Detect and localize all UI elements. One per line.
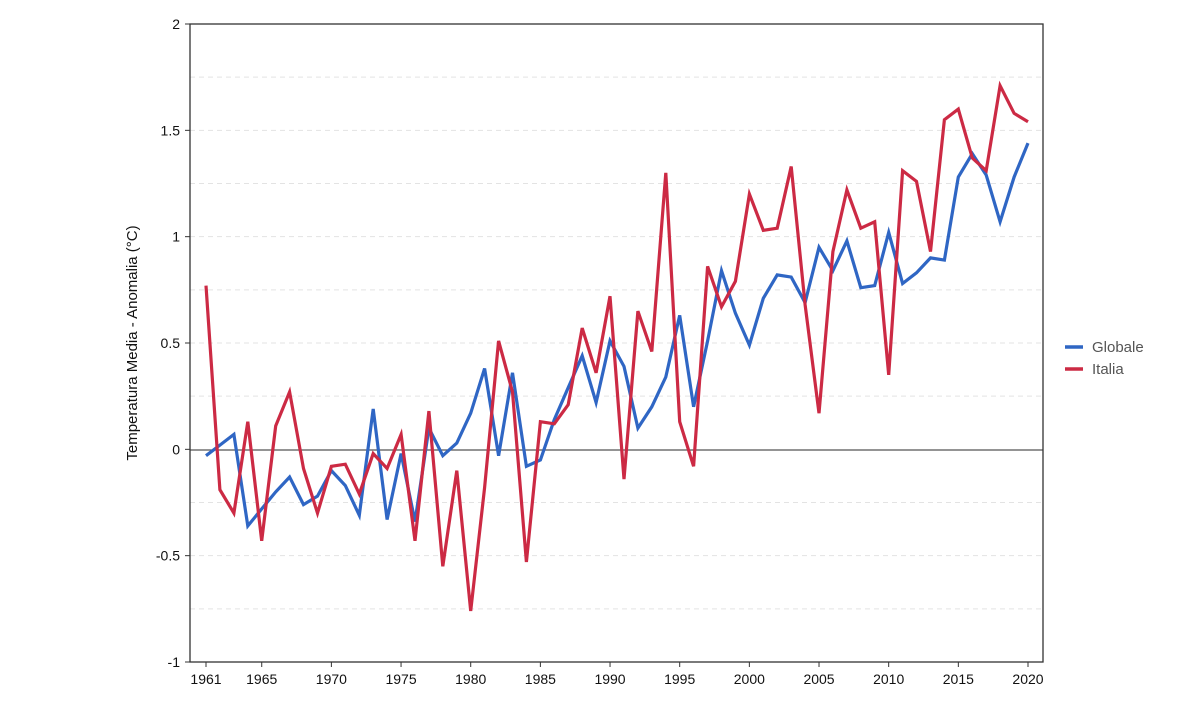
y-tick-label: 0.5 [161, 335, 181, 351]
y-tick-label: 2 [172, 16, 180, 32]
legend: Globale Italia [1065, 339, 1144, 378]
x-tick-label: 1961 [190, 671, 221, 687]
x-tick-label: 2005 [803, 671, 834, 687]
x-tick-label: 2015 [943, 671, 974, 687]
x-tick-label: 1990 [594, 671, 625, 687]
x-tick-label: 1995 [664, 671, 695, 687]
x-tick-label: 1970 [316, 671, 347, 687]
legend-label-italia: Italia [1092, 361, 1124, 378]
legend-label-globale: Globale [1092, 339, 1144, 356]
y-tick-label: -1 [168, 654, 181, 670]
series-lines [204, 80, 1030, 612]
x-tick-label: 2020 [1012, 671, 1043, 687]
y-tick-label: 0 [172, 441, 180, 457]
x-axis-ticks: 1961 1965 1970 1975 1980 1985 1990 1995 2000 2005… [190, 662, 1044, 687]
series-line-italia [204, 80, 1029, 612]
x-tick-label: 2000 [734, 671, 765, 687]
x-tick-label: 1975 [385, 671, 416, 687]
y-tick-label: 1 [172, 229, 180, 245]
y-axis-ticks: -1 -0.5 0 0.5 1 1.5 2 [156, 16, 190, 670]
series-line-globale [205, 142, 1030, 530]
gridlines [190, 76, 1043, 610]
y-tick-label: -0.5 [156, 548, 180, 564]
x-tick-label: 1965 [246, 671, 277, 687]
x-tick-label: 2010 [873, 671, 904, 687]
y-tick-label: 1.5 [161, 122, 181, 138]
x-tick-label: 1985 [525, 671, 556, 687]
y-axis-label: Temperatura Media - Anomalia (°C) [124, 225, 141, 460]
x-tick-label: 1980 [455, 671, 486, 687]
